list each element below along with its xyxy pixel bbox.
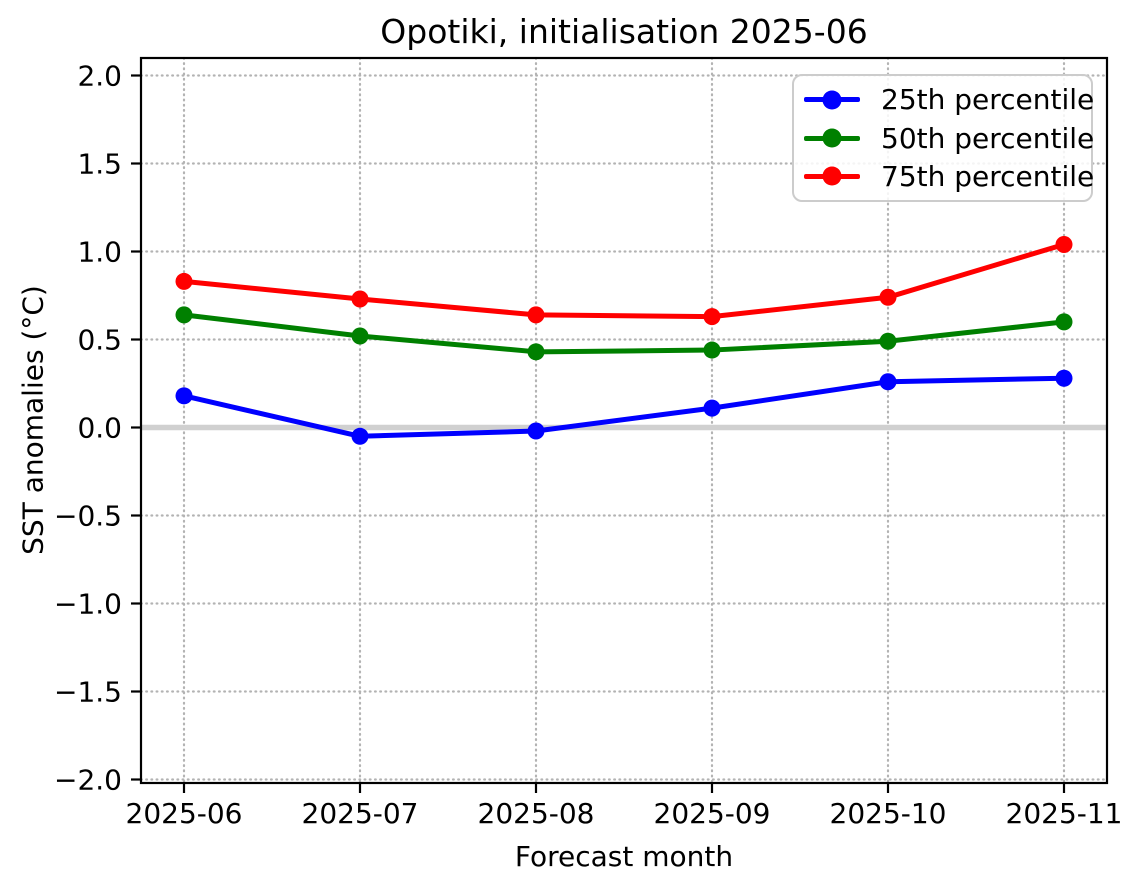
legend-label: 25th percentile [881,83,1095,117]
data-point-25th-percentile [351,427,369,445]
y-tick-label: −1.0 [54,588,122,621]
data-point-50th-percentile [703,341,721,359]
data-point-25th-percentile [527,422,545,440]
data-point-25th-percentile [175,387,193,405]
x-tick-label: 2025-09 [654,797,771,830]
legend-label: 75th percentile [881,159,1095,193]
series-line-75th-percentile [181,241,1067,320]
data-point-25th-percentile [1055,369,1073,387]
y-tick-label: 1.5 [77,148,122,181]
legend-entry-75th-percentile: 75th percentile [804,159,1095,193]
y-tick-label: 2.0 [77,60,122,93]
legend-dot-marker [822,166,842,186]
data-point-50th-percentile [1055,313,1073,331]
data-point-50th-percentile [175,306,193,324]
data-point-75th-percentile [351,290,369,308]
y-tick-label: −1.5 [54,676,122,709]
x-tick-label: 2025-06 [126,797,243,830]
legend-entry-50th-percentile: 50th percentile [804,121,1095,155]
y-tick-label: −2.0 [54,764,122,797]
y-tick-label: 0.0 [77,412,122,445]
data-point-75th-percentile [879,288,897,306]
y-tick-label: 1.0 [77,236,122,269]
legend: 25th percentile 50th percentile 75th per… [792,74,1095,202]
legend-line-marker [804,166,860,186]
y-axis-label: SST anomalies (°C) [16,285,50,555]
legend-dot-marker [822,90,842,110]
legend-entry-25th-percentile: 25th percentile [804,83,1095,117]
y-tick-label: −0.5 [54,500,122,533]
x-tick-label: 2025-11 [1006,797,1123,830]
series-line-25th-percentile [181,375,1067,439]
legend-line-marker [804,128,860,148]
data-point-75th-percentile [703,308,721,326]
data-point-25th-percentile [879,373,897,391]
data-point-75th-percentile [1055,235,1073,253]
data-point-25th-percentile [703,399,721,417]
legend-line-marker [804,90,860,110]
x-axis-label: Forecast month [514,840,734,873]
data-point-75th-percentile [527,306,545,324]
chart-title: Opotiki, initialisation 2025-06 [380,12,868,51]
x-tick-label: 2025-10 [830,797,947,830]
y-tick-label: 0.5 [77,324,122,357]
data-point-75th-percentile [175,272,193,290]
x-tick-label: 2025-07 [302,797,419,830]
data-point-50th-percentile [527,343,545,361]
series-line-50th-percentile [181,312,1067,355]
legend-dot-marker [822,128,842,148]
legend-label: 50th percentile [881,121,1095,155]
data-point-50th-percentile [879,332,897,350]
x-tick-label: 2025-08 [478,797,595,830]
data-point-50th-percentile [351,327,369,345]
plot-frame [139,56,1109,785]
